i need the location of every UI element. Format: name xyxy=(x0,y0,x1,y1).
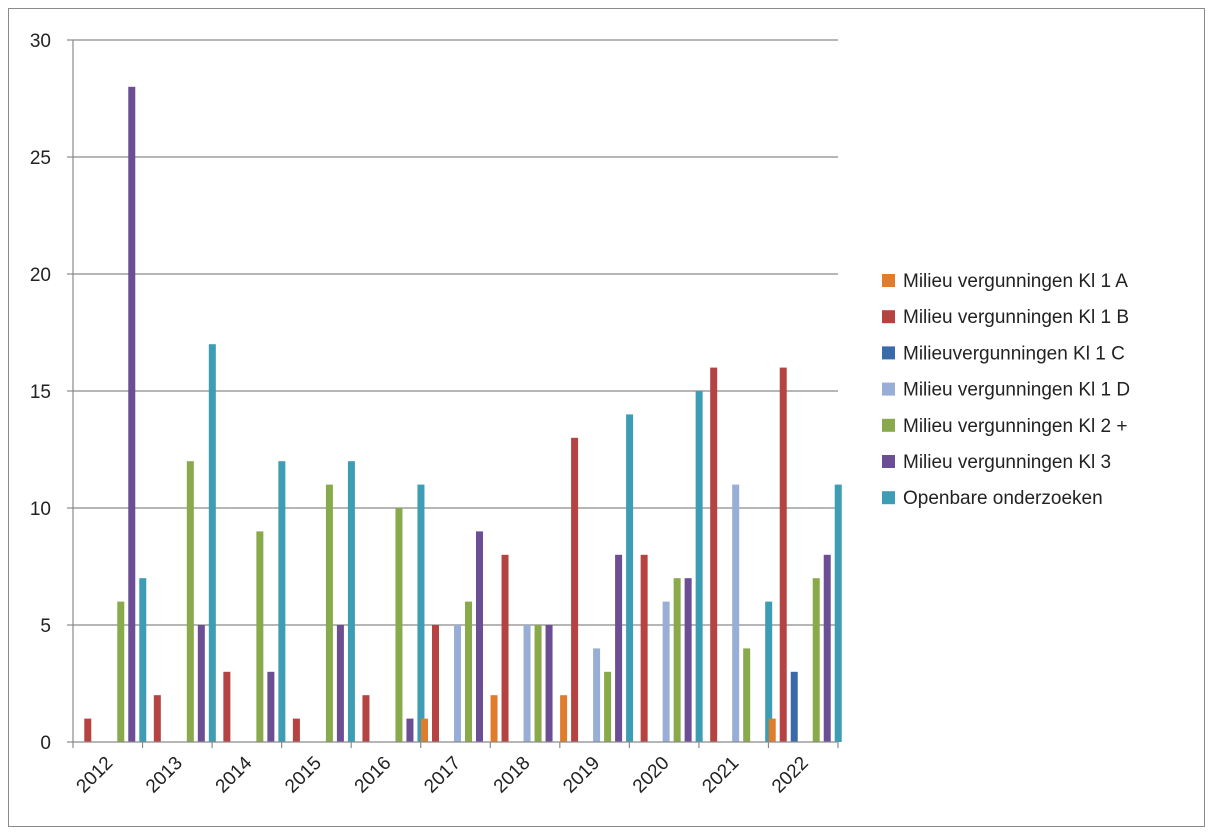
bar-2013-series-5 xyxy=(197,625,205,742)
bar-2021-series-4 xyxy=(743,648,751,742)
legend-swatch-3 xyxy=(882,382,895,396)
bar-2017-series-0 xyxy=(421,718,428,742)
bar-2019-series-6 xyxy=(626,414,634,742)
bar-2022-series-5 xyxy=(823,554,831,742)
bar-2019-series-5 xyxy=(615,554,623,742)
legend-label-5: Milieu vergunningen Kl 3 xyxy=(903,452,1111,473)
bar-2014-series-6 xyxy=(278,461,286,742)
bar-2022-series-4 xyxy=(812,578,820,742)
bar-2022-series-1 xyxy=(779,367,787,742)
bar-2021-series-1 xyxy=(710,367,718,742)
bar-2014-series-1 xyxy=(223,671,231,742)
bar-2020-series-3 xyxy=(662,601,670,742)
y-tick-label-5: 25 xyxy=(30,148,51,169)
bar-2019-series-4 xyxy=(604,671,612,742)
bar-2013-series-4 xyxy=(186,461,194,742)
legend-label-3: Milieu vergunningen Kl 1 D xyxy=(903,380,1130,401)
axes xyxy=(67,39,839,748)
legend-swatch-6 xyxy=(882,491,895,505)
bar-2012-series-6 xyxy=(139,578,147,742)
bar-2022-series-2 xyxy=(790,671,798,742)
bar-2019-series-0 xyxy=(560,695,568,742)
legend-label-1: Milieu vergunningen Kl 1 B xyxy=(903,307,1129,328)
legend-label-4: Milieu vergunningen Kl 2 + xyxy=(903,416,1127,437)
bar-2012-series-4 xyxy=(117,601,125,742)
bar-2022-series-0 xyxy=(768,718,776,742)
bar-2016-series-6 xyxy=(417,484,425,742)
bar-2020-series-4 xyxy=(673,578,681,742)
bar-2021-series-6 xyxy=(765,601,773,742)
bar-2015-series-5 xyxy=(336,625,344,742)
y-tick-label-1: 5 xyxy=(40,616,51,637)
bar-2018-series-3 xyxy=(523,625,531,742)
bar-2020-series-6 xyxy=(695,391,703,742)
legend-swatch-2 xyxy=(882,346,895,360)
bar-2017-series-3 xyxy=(454,625,461,742)
bar-2018-series-5 xyxy=(545,625,553,742)
bar-2018-series-1 xyxy=(501,554,509,742)
legend-swatch-4 xyxy=(882,418,895,432)
y-tick-label-4: 20 xyxy=(30,265,51,286)
bar-2016-series-1 xyxy=(362,695,370,742)
bar-2018-series-4 xyxy=(534,625,542,742)
bar-2015-series-1 xyxy=(292,718,300,742)
bar-2017-series-4 xyxy=(465,601,472,742)
y-tick-label-3: 15 xyxy=(30,382,51,403)
y-tick-label-6: 30 xyxy=(30,31,51,52)
bar-2013-series-1 xyxy=(153,695,161,742)
legend-swatch-5 xyxy=(882,455,895,468)
y-tick-labels: 0 5 10 15 20 25 30 xyxy=(30,31,51,754)
legend: Milieu vergunningen Kl 1 A Milieu vergunn… xyxy=(882,271,1130,509)
bar-2018-series-0 xyxy=(490,695,498,742)
bar-2019-series-1 xyxy=(571,437,579,742)
bar-2012-series-5 xyxy=(128,86,136,743)
legend-label-2: Milieuvergunningen Kl 1 C xyxy=(903,343,1125,364)
y-tick-label-2: 10 xyxy=(30,499,51,520)
bars xyxy=(84,86,842,743)
bar-2016-series-4 xyxy=(395,508,403,742)
legend-label-0: Milieu vergunningen Kl 1 A xyxy=(903,271,1128,292)
bar-2022-series-6 xyxy=(834,484,842,742)
bar-2021-series-3 xyxy=(732,484,740,742)
legend-swatch-0 xyxy=(882,274,895,287)
bar-2015-series-4 xyxy=(325,484,333,742)
bar-2013-series-6 xyxy=(208,344,216,742)
bar-2014-series-4 xyxy=(256,531,264,742)
bar-2012-series-1 xyxy=(84,718,92,742)
bar-2020-series-5 xyxy=(684,578,692,742)
y-tick-label-0: 0 xyxy=(40,733,51,754)
bar-2017-series-5 xyxy=(476,531,483,742)
bar-2015-series-6 xyxy=(347,461,355,742)
legend-label-6: Openbare onderzoeken xyxy=(903,488,1103,509)
bar-2014-series-5 xyxy=(267,671,275,742)
legend-swatch-1 xyxy=(882,310,895,324)
bar-2016-series-5 xyxy=(406,718,414,742)
bar-2017-series-1 xyxy=(432,625,439,742)
bar-2019-series-3 xyxy=(593,648,601,742)
bar-2020-series-1 xyxy=(640,554,648,742)
